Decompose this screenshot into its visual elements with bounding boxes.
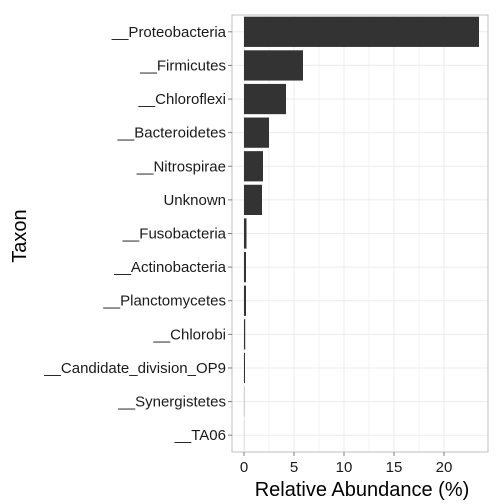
category-label: __Nitrospirae (136, 158, 226, 175)
y-axis-title: Taxon (9, 209, 31, 262)
bar-nitrospirae (244, 151, 263, 181)
category-label: Unknown (163, 192, 226, 209)
bar-chlorobi (244, 319, 245, 349)
bar-planctomycetes (244, 286, 246, 316)
plot-panel (232, 15, 488, 452)
category-label: __Actinobacteria (113, 259, 226, 276)
bar-unknown (244, 185, 262, 215)
x-axis-title: Relative Abundance (%) (255, 479, 470, 501)
category-label: __Chlorobi (152, 326, 226, 343)
bar-bacteroidetes (244, 118, 269, 148)
category-label: __Synergistetes (117, 394, 226, 411)
bar-chloroflexi (244, 84, 286, 114)
x-tick-label: 20 (436, 459, 453, 476)
bar-firmicutes (244, 50, 303, 80)
x-axis-ticks: 0 5 10 15 20 (240, 452, 453, 476)
bar-fusobacteria (244, 218, 247, 248)
x-tick-label: 15 (386, 459, 403, 476)
x-tick-label: 10 (336, 459, 353, 476)
bar-actinobacteria (244, 252, 246, 282)
category-label: __Candidate_division_OP9 (43, 360, 226, 377)
x-tick-label: 5 (290, 459, 298, 476)
category-label: __Proteobacteria (111, 24, 227, 41)
category-label: __Firmicutes (139, 57, 226, 74)
bar-proteobacteria (244, 17, 479, 47)
x-tick-label: 0 (240, 459, 248, 476)
category-label: __TA06 (174, 427, 226, 444)
category-label: __Planctomycetes (102, 293, 226, 310)
category-label: __Fusobacteria (122, 226, 227, 243)
category-labels: __Proteobacteria __Firmicutes __Chloroflex… (43, 24, 232, 444)
bar-candidate-division-op9 (244, 353, 245, 383)
category-label: __Chloroflexi (137, 91, 226, 108)
category-label: __Bacteroidetes (117, 125, 226, 142)
